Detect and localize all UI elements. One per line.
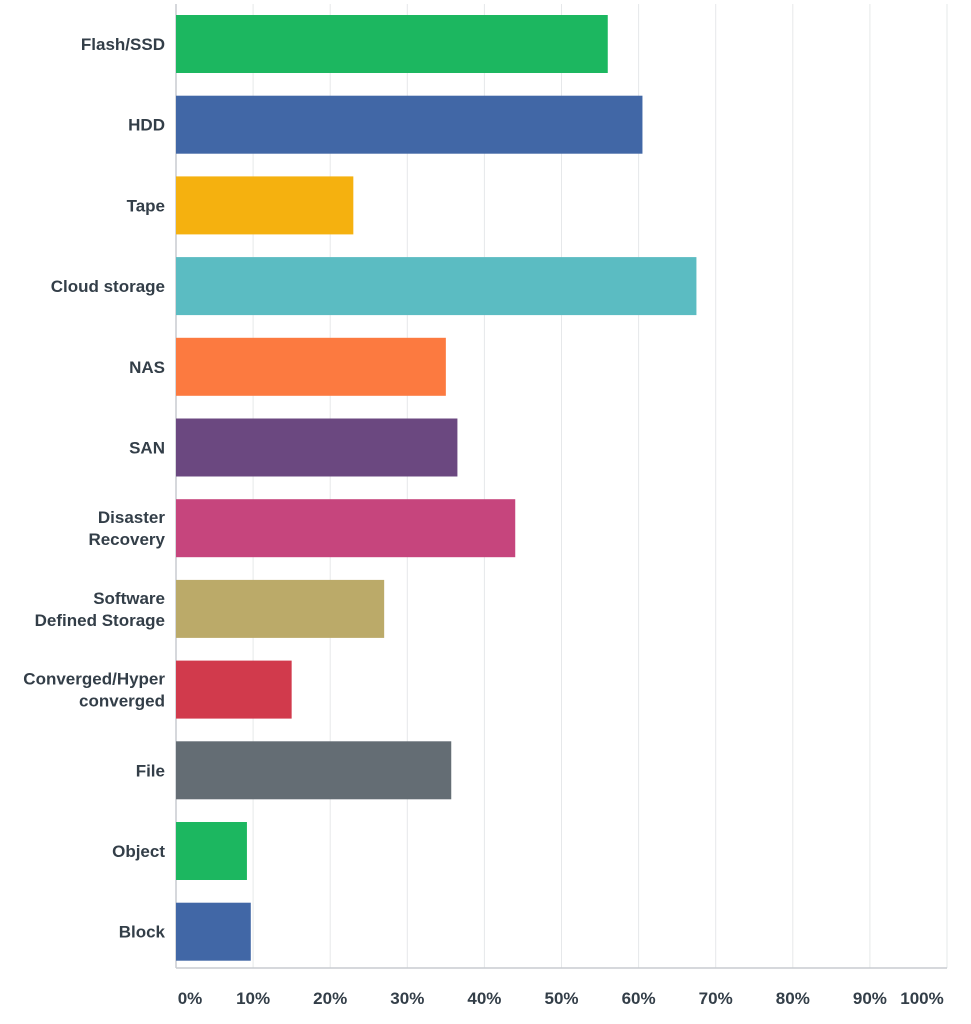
x-tick-label: 60% <box>622 989 656 1008</box>
category-label: Converged/Hyper converged <box>23 670 165 711</box>
category-label-line: Flash/SSD <box>81 35 165 54</box>
bar-software-defined-storage <box>176 579 385 638</box>
category-label: File <box>136 761 165 780</box>
bar-block <box>176 902 251 961</box>
category-label: SAN <box>129 439 165 458</box>
x-tick-label: 70% <box>699 989 733 1008</box>
bar-layer <box>176 15 697 961</box>
category-label-line: Tape <box>127 196 165 215</box>
category-label-line: Cloud storage <box>51 277 165 296</box>
x-tick-label: 20% <box>313 989 347 1008</box>
category-label-line: SAN <box>129 439 165 458</box>
category-label: HDD <box>128 116 165 135</box>
x-axis-ticks: 0% 10% 20% 30% 40% 50% 60% 70% 80% 90% 100% <box>178 989 944 1008</box>
bar-tape <box>176 176 354 235</box>
category-label-line: Defined Storage <box>35 611 165 630</box>
category-label-line: Block <box>119 923 166 942</box>
category-label-line: Software <box>93 589 165 608</box>
category-label-line: NAS <box>129 358 165 377</box>
bar-file <box>176 741 452 800</box>
category-label: Object <box>112 842 165 861</box>
category-label-line: File <box>136 761 165 780</box>
category-label-line: HDD <box>128 116 165 135</box>
bar-flash-ssd <box>176 15 608 73</box>
bar-object <box>176 822 247 880</box>
category-labels: Flash/SSD HDD Tape Cloud storage NAS SAN Disas… <box>23 35 165 942</box>
bar-disaster-recovery <box>176 499 516 558</box>
x-tick-label: 100% <box>900 989 943 1008</box>
category-label: Disaster Recovery <box>88 508 165 549</box>
x-tick-label: 90% <box>853 989 887 1008</box>
category-label-line: Object <box>112 842 165 861</box>
x-tick-label: 40% <box>467 989 501 1008</box>
x-tick-label: 0% <box>178 989 203 1008</box>
category-label-line: Recovery <box>88 530 165 549</box>
category-label: Cloud storage <box>51 277 165 296</box>
bar-converged-hyper-converged <box>176 660 292 719</box>
grid-layer <box>175 4 948 969</box>
category-label-line: Converged/Hyper <box>23 670 165 689</box>
category-label: Software Defined Storage <box>35 589 165 630</box>
x-tick-label: 30% <box>390 989 424 1008</box>
category-label: Flash/SSD <box>81 35 165 54</box>
category-label-line: converged <box>79 692 165 711</box>
bar-san <box>176 418 458 477</box>
bar-nas <box>176 337 446 396</box>
x-tick-label: 80% <box>776 989 810 1008</box>
bar-hdd <box>176 95 643 154</box>
category-label: Block <box>119 923 166 942</box>
category-label: NAS <box>129 358 165 377</box>
category-label-line: Disaster <box>98 508 165 527</box>
category-label: Tape <box>127 196 165 215</box>
x-tick-label: 50% <box>544 989 578 1008</box>
x-tick-label: 10% <box>236 989 270 1008</box>
bar-cloud-storage <box>176 257 697 316</box>
